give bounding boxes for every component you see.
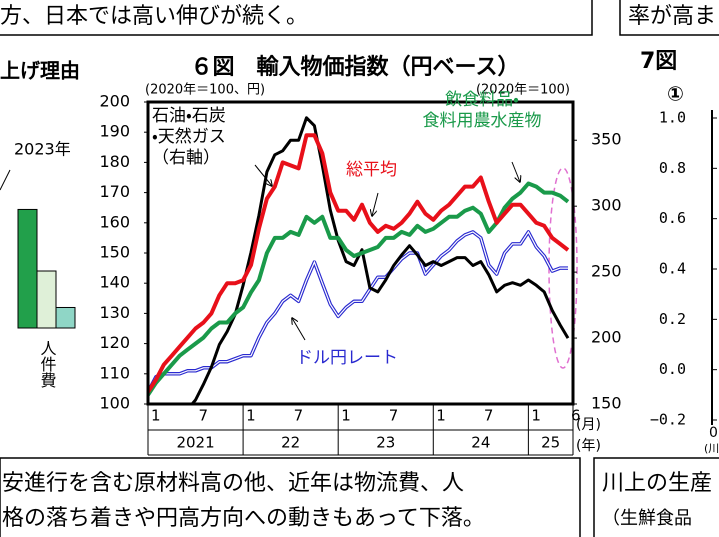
- series-label: 総平均: [346, 160, 397, 180]
- x-tick-label: 7: [199, 407, 209, 425]
- y-tick-label: 0.6: [659, 209, 686, 227]
- text-box: [0, 457, 581, 537]
- text-box: [619, 0, 719, 36]
- axis-unit: (月): [576, 417, 601, 433]
- x-tick-label: 0: [709, 425, 718, 441]
- year-label: 23: [376, 434, 395, 452]
- y-tick-label: 0.0: [659, 360, 686, 378]
- x-tick-label: 6: [571, 407, 581, 425]
- y-tick-label: 160: [99, 212, 130, 231]
- leader-line: [0, 169, 11, 191]
- y-tick-label: 190: [99, 122, 130, 141]
- y-tick-label: 140: [99, 273, 130, 292]
- x-tick-label: 7: [389, 407, 399, 425]
- x-tick-label: 1: [246, 407, 256, 425]
- y-tick-label: 180: [99, 152, 130, 171]
- body-text: 方、日本では高い伸びが続く。: [0, 4, 308, 29]
- axis-unit: (2020年＝100): [476, 83, 570, 98]
- y-tick-label: 120: [99, 333, 130, 352]
- x-tick-label: 7: [484, 407, 494, 425]
- series-line: [148, 133, 570, 393]
- series-line: [190, 116, 570, 404]
- year-label: 22: [281, 434, 300, 452]
- y-tick-label: 0.2: [659, 310, 686, 328]
- bar: [17, 208, 38, 329]
- arrow: [372, 192, 379, 216]
- body-text: （生鮮食品: [602, 508, 692, 529]
- y2-tick-label: 350: [591, 130, 622, 149]
- y-tick-label: 200: [99, 92, 130, 111]
- y2-tick-label: 300: [591, 196, 622, 215]
- y-tick-label: 110: [99, 363, 130, 382]
- text-box: [0, 0, 593, 36]
- x-tick-label: 1: [341, 407, 351, 425]
- y-tick-label: 130: [99, 303, 130, 322]
- x-tick-label: 1: [151, 407, 161, 425]
- x-tick-label: 1: [531, 407, 541, 425]
- y-tick-label: 170: [99, 182, 130, 201]
- body-text: 川上の生産: [602, 471, 712, 496]
- y-tick-label: −0.2: [650, 411, 686, 429]
- y2-tick-label: 200: [591, 328, 622, 347]
- series-line-inner: [148, 230, 568, 393]
- series-label: 飲食料品・ 食料用農水産物: [422, 90, 542, 131]
- arrow: [511, 161, 520, 182]
- y-tick-label: 100: [99, 394, 130, 413]
- bar: [55, 306, 76, 329]
- y-tick-label: 1.0: [659, 109, 686, 127]
- series-label: ドル円レート: [296, 348, 398, 368]
- chart-title: ６図 輸入物価指数（円ベース）: [191, 54, 520, 80]
- y-tick-label: 0.4: [659, 260, 686, 278]
- y-tick-label: 150: [99, 243, 130, 262]
- year-label: 2021: [176, 434, 214, 452]
- x-tick-label: 1: [436, 407, 446, 425]
- body-text: 格の落ち着きや円高方向への動きもあって下落。: [2, 506, 485, 531]
- plot-frame: [146, 100, 575, 406]
- series-label: 石油・石炭 ・天然ガス （右軸）: [152, 106, 226, 168]
- x-tick-label: 7: [294, 407, 304, 425]
- y2-tick-label: 150: [591, 394, 622, 413]
- body-text: 率が高ま: [628, 4, 716, 29]
- text-box: [593, 457, 719, 537]
- annotation: 2023年: [14, 140, 71, 159]
- axis-unit: (年): [576, 438, 601, 454]
- plot-area: [148, 116, 570, 404]
- year-label: 24: [471, 434, 490, 452]
- chart-subtitle: ①: [667, 82, 684, 106]
- axis-unit: (2020年＝100、円): [145, 83, 265, 98]
- year-label: 25: [541, 434, 560, 452]
- y-tick-label: 0.8: [659, 159, 686, 177]
- arrow: [254, 164, 272, 186]
- bar: [36, 270, 57, 329]
- arrow: [292, 318, 306, 341]
- heading: 上げ理由: [0, 59, 80, 83]
- axis-note: (川: [704, 442, 719, 455]
- chart-title: 7図: [640, 49, 677, 74]
- y2-tick-label: 250: [591, 262, 622, 281]
- x-tick-label: 人件費: [37, 340, 57, 388]
- body-text: 安進行を含む原材料高の他、近年は物流費、人: [2, 471, 464, 496]
